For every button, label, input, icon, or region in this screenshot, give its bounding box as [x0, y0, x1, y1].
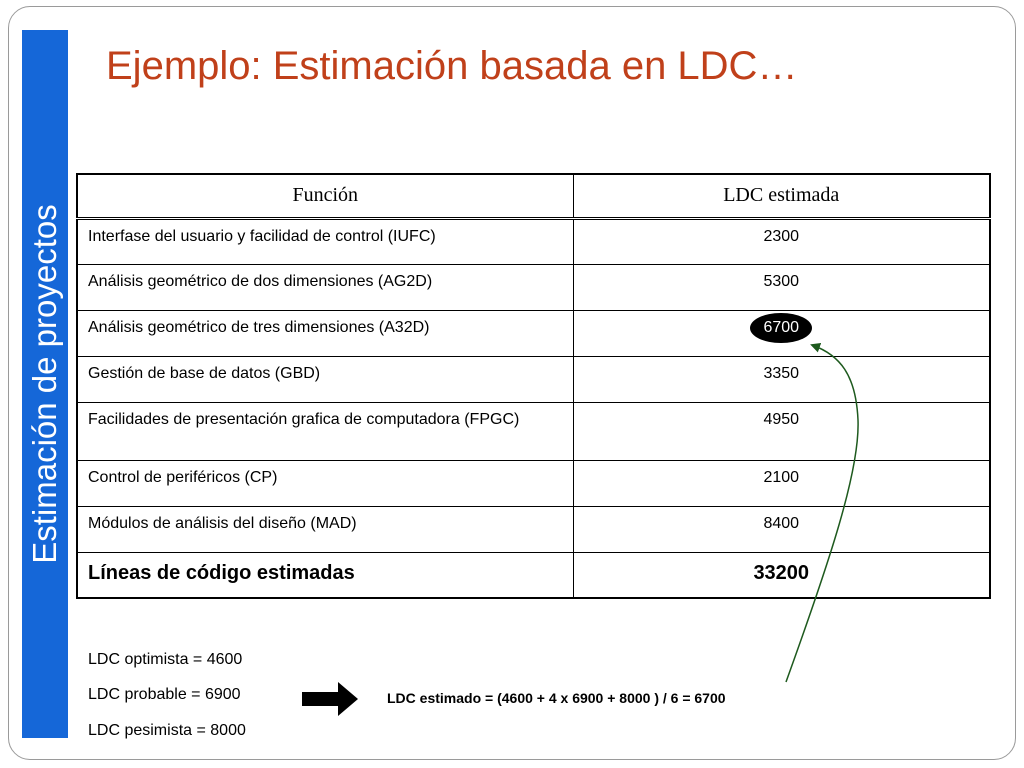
header-funcion: Función [76, 173, 574, 220]
header-ldc: LDC estimada [572, 173, 991, 220]
arrow-right-icon [302, 682, 358, 716]
ldc-probable: LDC probable = 6900 [88, 686, 241, 703]
total-label: Líneas de código estimadas [76, 551, 574, 599]
row-funcion: Gestión de base de datos (GBD) [76, 355, 574, 403]
table-row: Interfase del usuario y facilidad de con… [76, 217, 991, 265]
ldc-table: Función LDC estimada Interfase del usuar… [76, 173, 991, 599]
ldc-pesimista: LDC pesimista = 8000 [88, 722, 246, 739]
total-row: Líneas de código estimadas 33200 [76, 551, 991, 599]
row-funcion: Análisis geométrico de tres dimensiones … [76, 309, 574, 357]
slide-title: Ejemplo: Estimación basada en LDC… [106, 44, 798, 88]
row-ldc: 4950 [572, 401, 991, 461]
row-ldc: 8400 [572, 505, 991, 553]
table-row: Análisis geométrico de dos dimensiones (… [76, 263, 991, 311]
table-row: Módulos de análisis del diseño (MAD) 840… [76, 505, 991, 553]
row-funcion: Módulos de análisis del diseño (MAD) [76, 505, 574, 553]
table-row: Control de periféricos (CP) 2100 [76, 459, 991, 507]
row-funcion: Análisis geométrico de dos dimensiones (… [76, 263, 574, 311]
sidebar-label: Estimación de proyectos [26, 204, 63, 564]
sidebar-band [22, 30, 68, 738]
highlighted-ldc-value: 6700 [750, 312, 813, 343]
ldc-optimista: LDC optimista = 4600 [88, 651, 243, 668]
slide-frame [8, 6, 1016, 760]
row-funcion: Facilidades de presentación grafica de c… [76, 401, 574, 461]
row-ldc: 2100 [572, 459, 991, 507]
table-header-row: Función LDC estimada [76, 173, 991, 220]
total-value: 33200 [572, 551, 991, 599]
table-row: Gestión de base de datos (GBD) 3350 [76, 355, 991, 403]
row-ldc: 3350 [572, 355, 991, 403]
row-funcion: Interfase del usuario y facilidad de con… [76, 217, 574, 265]
formula-text: LDC estimado = (4600 + 4 x 6900 + 8000 )… [387, 690, 726, 706]
row-ldc-cell: 6700 [572, 309, 991, 357]
table-row: Análisis geométrico de tres dimensiones … [76, 309, 991, 357]
table-row: Facilidades de presentación grafica de c… [76, 401, 991, 461]
row-ldc: 5300 [572, 263, 991, 311]
row-funcion: Control de periféricos (CP) [76, 459, 574, 507]
row-ldc: 2300 [572, 217, 991, 265]
